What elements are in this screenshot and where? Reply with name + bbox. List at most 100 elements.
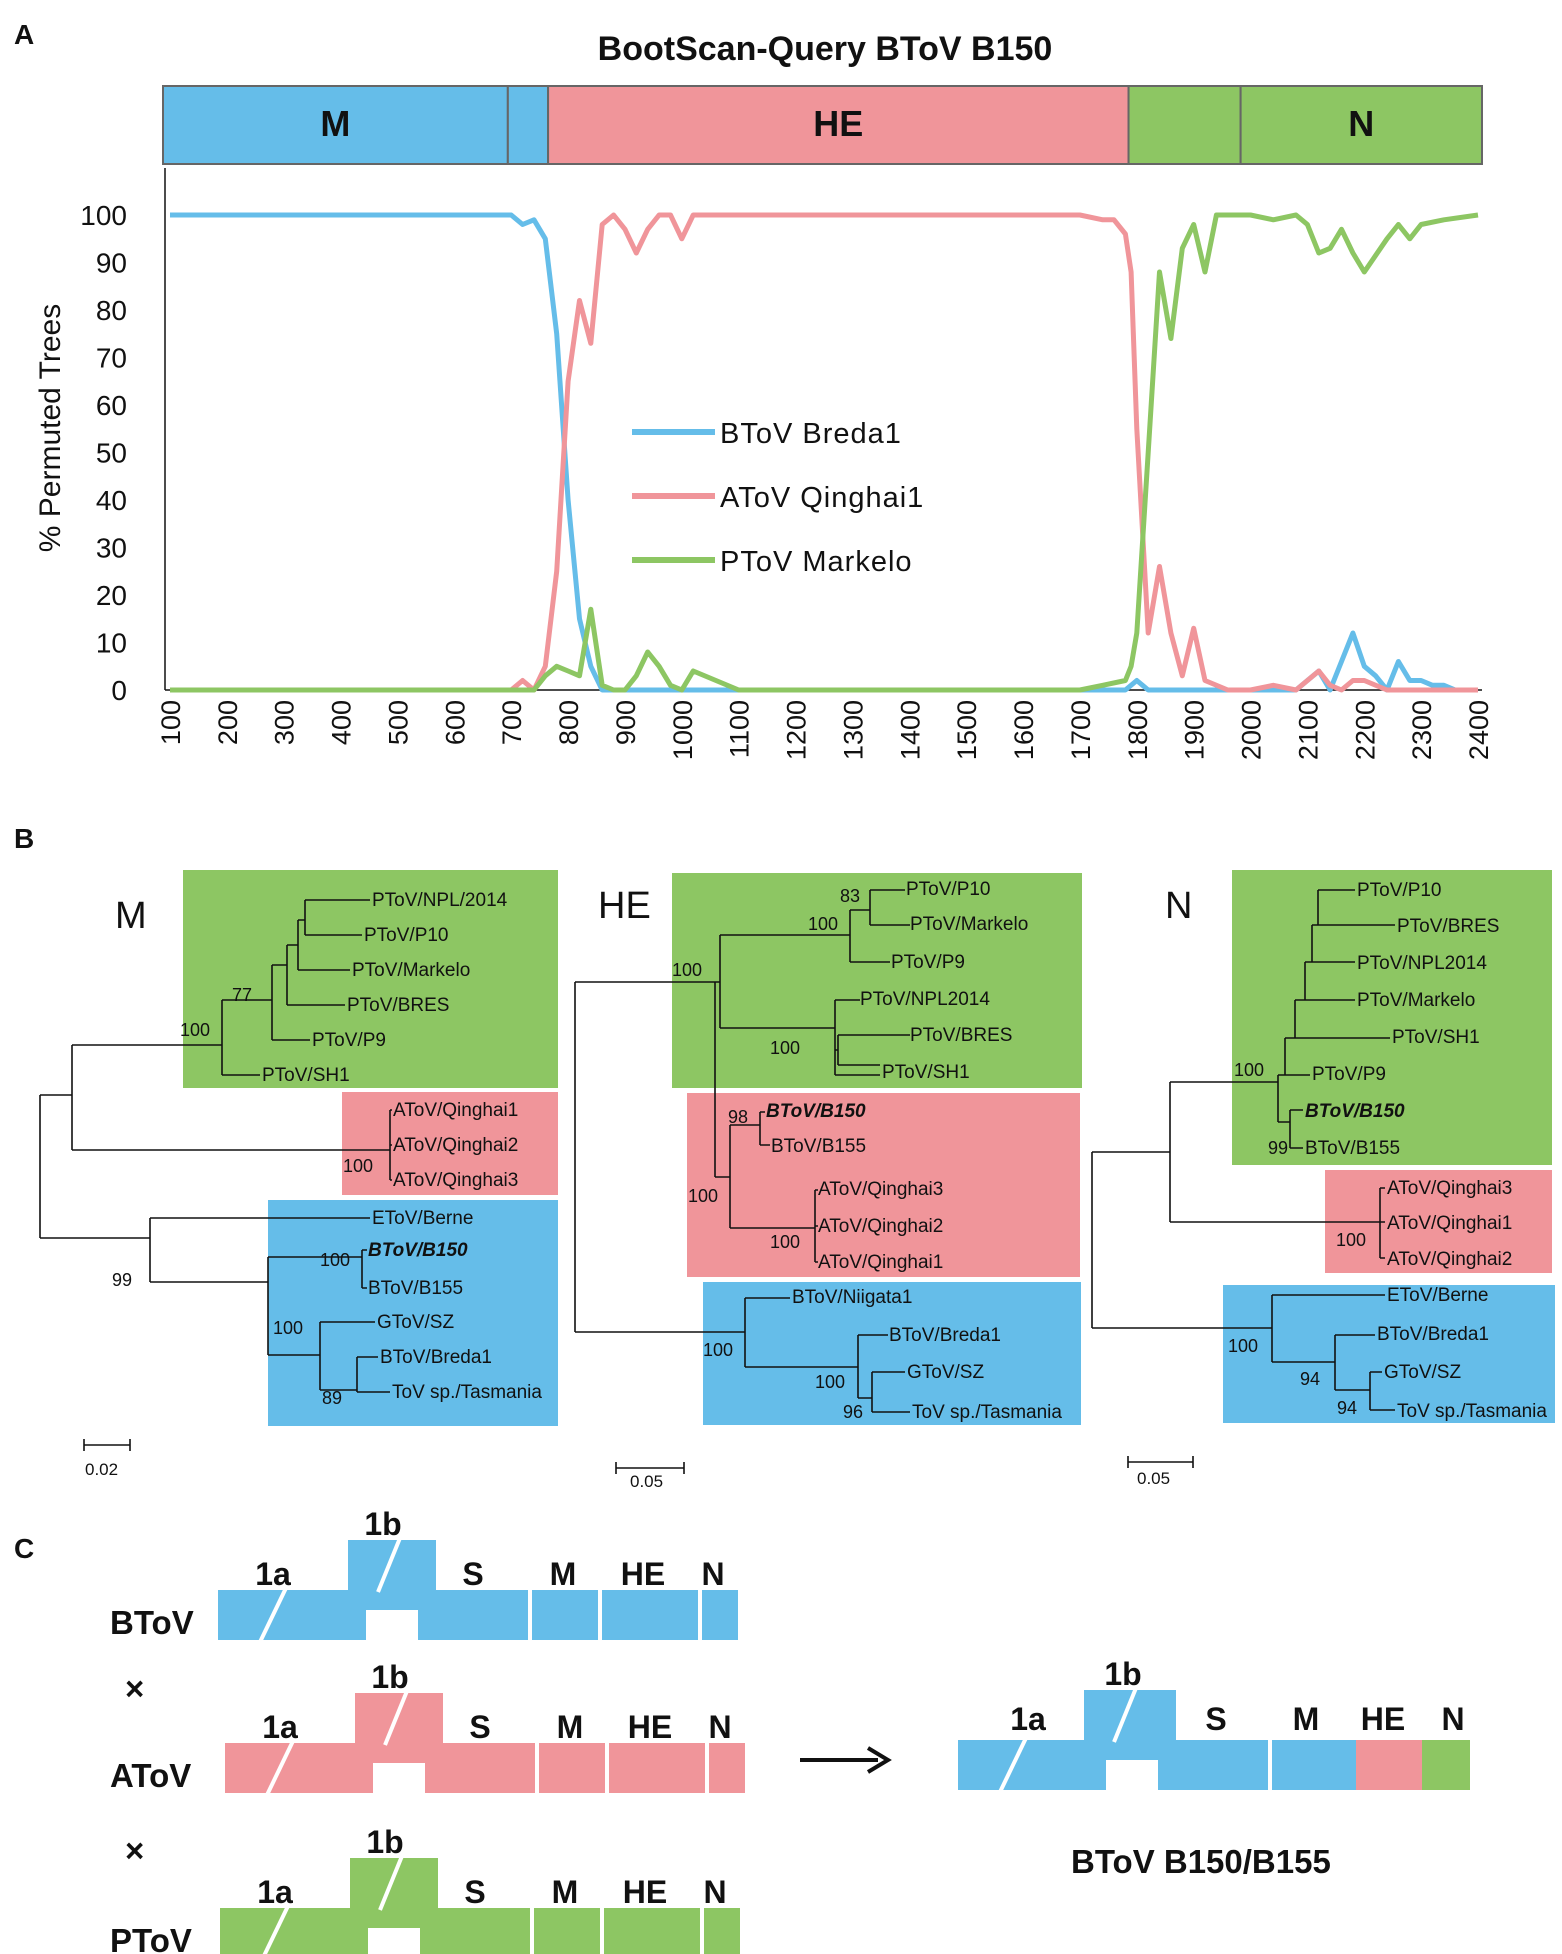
- arrow: [800, 1746, 892, 1774]
- gene-he: [1356, 1740, 1422, 1790]
- clade-box-ptov-btov: [1232, 870, 1552, 1165]
- y-tick-labels: 0 10 20 30 40 50 60 70 80 90 100: [80, 200, 127, 706]
- gene-label-0: 1a: [255, 1556, 291, 1592]
- gene-label-4: HE: [628, 1709, 672, 1745]
- m-leaf-3: PToV/BRES: [347, 995, 449, 1016]
- gene-break-1a: [262, 1905, 290, 1954]
- y-axis-label: % Permuted Trees: [34, 304, 67, 552]
- m-leaf-4: PToV/P9: [312, 1030, 386, 1051]
- legend-label-0: BToV Breda1: [720, 418, 902, 450]
- region-0: [162, 85, 509, 165]
- n-leaf-14: ToV sp./Tasmania: [1397, 1401, 1547, 1422]
- cross-symbol-1: ×: [125, 1670, 144, 1707]
- region-label-4: N: [1348, 103, 1374, 144]
- n-leaf-7: BToV/B155: [1305, 1138, 1400, 1159]
- m-leaf-9: EToV/Berne: [372, 1208, 473, 1229]
- he-boot-7: 100: [703, 1340, 733, 1360]
- region-4: [1239, 85, 1483, 165]
- legend-label-2: PToV Markelo: [720, 546, 913, 578]
- series-line-0: [170, 212, 1478, 693]
- gene-break-1b: [378, 1855, 404, 1911]
- gene-label-3: M: [552, 1874, 579, 1910]
- panel-b-letter: B: [14, 823, 34, 854]
- x-tick-17: 1800: [1123, 700, 1153, 760]
- he-leaf-7: BToV/B155: [771, 1136, 866, 1157]
- recombinant-gene-label-3: M: [1293, 1701, 1320, 1737]
- gene-he: [609, 1743, 705, 1793]
- gene-n: [702, 1590, 738, 1640]
- virus-label-1: AToV: [110, 1757, 191, 1794]
- parental-genomes: 1a 1b S M HE N BToV 1a 1b S M HE N AToV 1a 1b S M HE N PToV: [110, 1506, 745, 1954]
- tree-he: HE PToV/P10 PToV/Markelo PToV/P9 PToV/NP…: [574, 873, 1082, 1491]
- y-tick-9: 90: [96, 248, 127, 279]
- gene-label-3: M: [557, 1709, 584, 1745]
- recombinant-genome: 1a 1b S M HE N: [958, 1656, 1470, 1793]
- region-label-0: M: [320, 103, 350, 144]
- panel-a-letter: A: [14, 19, 34, 50]
- tree-m-title: M: [115, 895, 147, 937]
- he-leaf-3: PToV/NPL2014: [860, 989, 990, 1010]
- gene-orf1: [220, 1858, 530, 1954]
- x-tick-9: 1000: [668, 700, 698, 760]
- y-tick-10: 100: [80, 200, 127, 231]
- n-boot-5: 94: [1337, 1398, 1357, 1418]
- clade-box-ptov: [183, 870, 558, 1088]
- m-boot-4: 100: [320, 1250, 350, 1270]
- n-leaf-1: PToV/BRES: [1397, 916, 1499, 937]
- legend-label-1: AToV Qinghai1: [720, 482, 924, 514]
- clade-box-btov: [703, 1282, 1081, 1425]
- panel-c-letter: C: [14, 1533, 34, 1564]
- gene-label-1: 1b: [371, 1659, 408, 1695]
- y-tick-2: 20: [96, 580, 127, 611]
- gene-he-end: [1422, 1740, 1436, 1790]
- x-tick-7: 800: [554, 700, 584, 745]
- m-leaf-14: ToV sp./Tasmania: [392, 1382, 542, 1403]
- gene-label-4: HE: [621, 1556, 665, 1592]
- cross-symbol-2: ×: [125, 1832, 144, 1869]
- x-tick-4: 500: [383, 700, 413, 745]
- n-leaf-6: BToV/B150: [1305, 1101, 1405, 1122]
- he-boot-1: 100: [808, 914, 838, 934]
- tree-n-title: N: [1165, 885, 1192, 927]
- x-tick-14: 1500: [952, 700, 982, 760]
- x-tick-15: 1600: [1009, 700, 1039, 760]
- gene-orf1: [218, 1540, 528, 1640]
- genome-recombinant: 1a 1b S M HE N: [958, 1656, 1470, 1793]
- n-leaf-8: AToV/Qinghai3: [1387, 1178, 1512, 1199]
- recombinant-gene-label-4: HE: [1361, 1701, 1405, 1737]
- he-leaf-4: PToV/BRES: [910, 1025, 1012, 1046]
- tree-he-title: HE: [598, 885, 651, 927]
- m-boot-5: 100: [273, 1318, 303, 1338]
- he-boot-6: 100: [770, 1232, 800, 1252]
- clade-box-ptov: [672, 873, 1082, 1088]
- he-boot-5: 100: [688, 1186, 718, 1206]
- series-line-2: [170, 212, 1479, 693]
- gene-m: [532, 1590, 598, 1640]
- n-leaf-5: PToV/P9: [1312, 1064, 1386, 1085]
- m-leaf-5: PToV/SH1: [262, 1065, 350, 1086]
- region-2: [547, 85, 1130, 165]
- n-boot-3: 100: [1228, 1336, 1258, 1356]
- virus-label-2: PToV: [110, 1922, 192, 1954]
- recombinant-gene-label-0: 1a: [1010, 1701, 1046, 1737]
- n-leaf-10: AToV/Qinghai2: [1387, 1249, 1512, 1270]
- m-boot-1: 100: [180, 1020, 210, 1040]
- genome-region-bar: M HE N: [162, 85, 1483, 165]
- x-tick-10: 1100: [725, 700, 755, 758]
- x-tick-6: 700: [497, 700, 527, 745]
- tree-m: M PToV/NPL/2014 PToV/P10 PToV/Markelo PT…: [39, 870, 558, 1479]
- n-boot-2: 100: [1336, 1230, 1366, 1250]
- gene-break-1b: [376, 1537, 402, 1593]
- region-1: [506, 85, 550, 165]
- n-leaf-12: BToV/Breda1: [1377, 1324, 1489, 1345]
- m-leaf-8: AToV/Qinghai3: [393, 1170, 518, 1191]
- clade-box-btov: [268, 1200, 558, 1426]
- he-boot-9: 96: [843, 1402, 863, 1422]
- he-boot-2: 100: [672, 960, 702, 980]
- recombinant-name: BToV B150/B155: [1071, 1843, 1331, 1880]
- gene-label-1: 1b: [364, 1506, 401, 1542]
- y-tick-6: 60: [96, 390, 127, 421]
- m-scale-label: 0.02: [85, 1460, 118, 1479]
- m-boot-3: 99: [112, 1270, 132, 1290]
- gene-label-5: N: [703, 1874, 726, 1910]
